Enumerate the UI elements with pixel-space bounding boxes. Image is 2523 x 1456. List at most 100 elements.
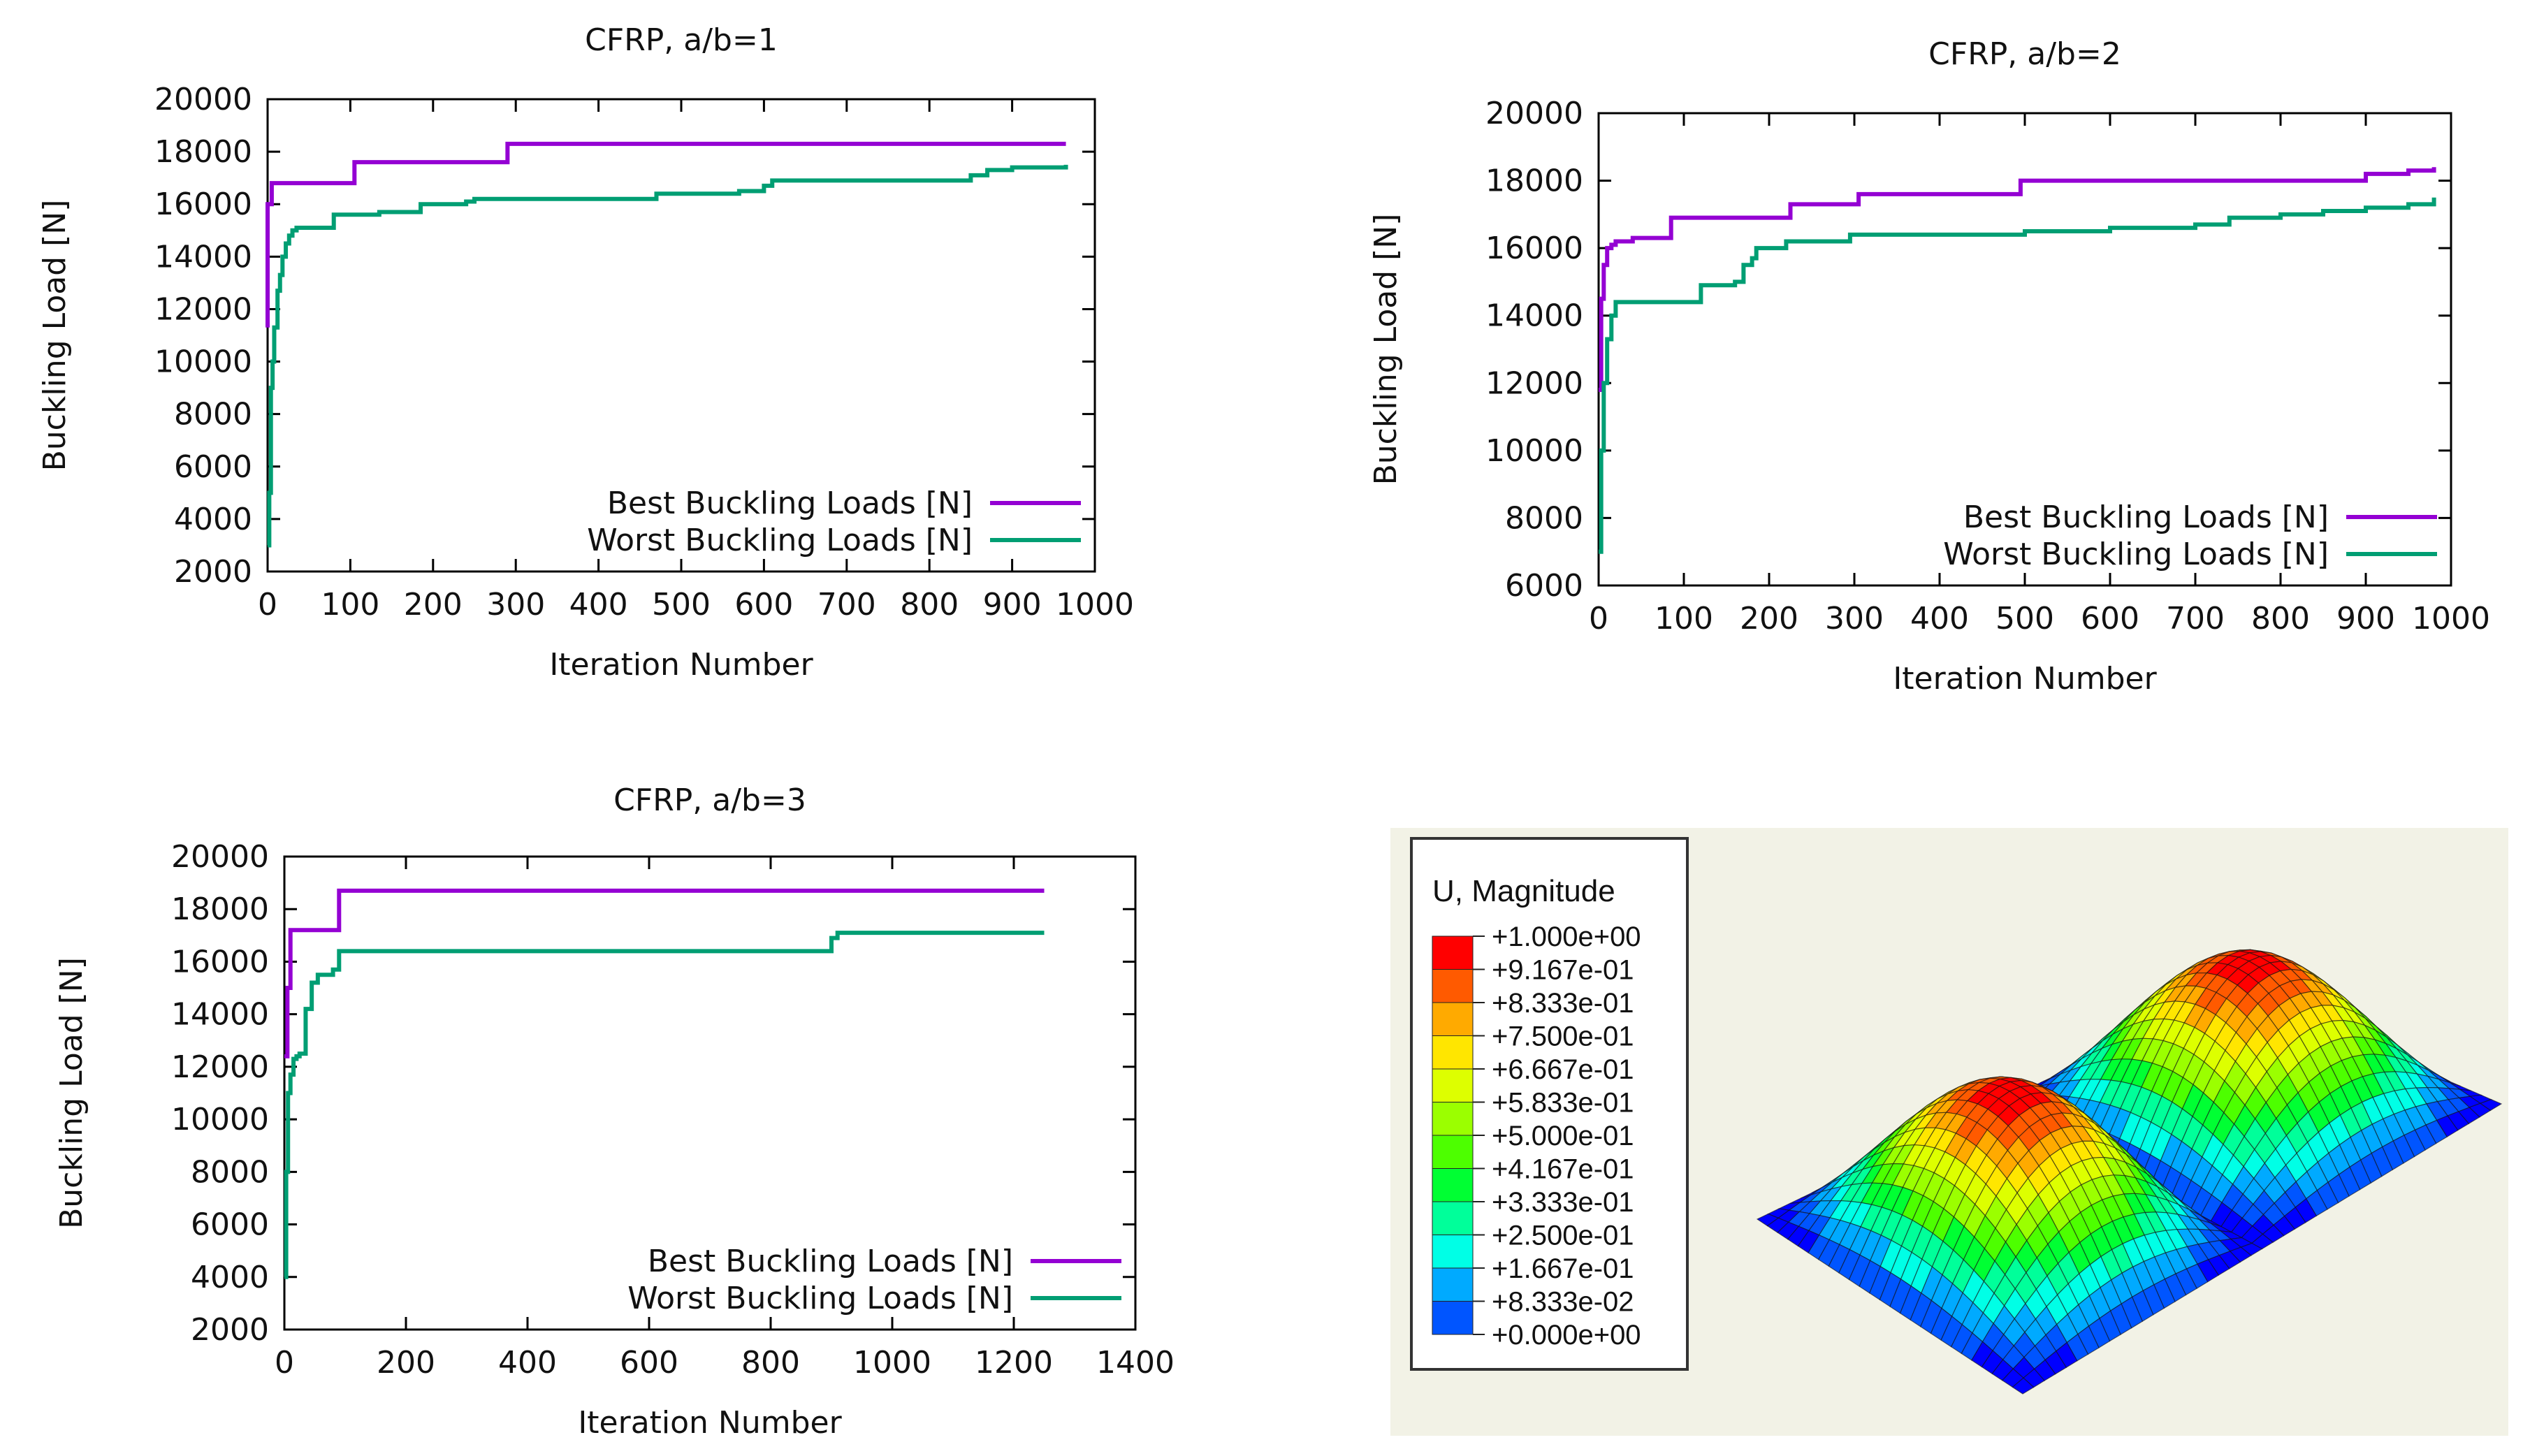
colorbar-segment [1432, 1068, 1474, 1102]
colorbar-label: +5.833e-01 [1492, 1088, 1634, 1119]
series-line-worst [1599, 197, 2436, 554]
contour-legend-title: U, Magnitude [1432, 874, 1615, 908]
colorbar-segment [1432, 1102, 1474, 1136]
y-tick-label: 10000 [1485, 433, 1583, 469]
series-line-worst [267, 164, 1068, 548]
colorbar-label: +8.333e-02 [1492, 1287, 1634, 1318]
x-tick-label: 300 [486, 587, 545, 623]
colorbar-label: +9.167e-01 [1492, 955, 1634, 986]
chart-title: CFRP, a/b=3 [613, 782, 806, 818]
mesh-element [2012, 1377, 2035, 1395]
colorbar-segment [1432, 1301, 1474, 1335]
series-line-worst [284, 931, 1045, 1279]
colorbar-label: +6.667e-01 [1492, 1054, 1634, 1085]
y-tick-label: 20000 [171, 839, 269, 875]
colorbar-label: +1.000e+00 [1492, 922, 1641, 952]
y-tick-label: 2000 [174, 554, 252, 590]
chart-title: CFRP, a/b=1 [585, 22, 778, 58]
y-tick-label: 8000 [191, 1154, 269, 1190]
colorbar-segment [1432, 1201, 1474, 1235]
y-tick-label: 14000 [171, 997, 269, 1033]
x-tick-label: 1400 [1096, 1345, 1175, 1381]
x-tick-label: 100 [321, 587, 379, 623]
x-tick-label: 400 [1910, 601, 1969, 636]
y-tick-label: 12000 [171, 1049, 269, 1085]
y-tick-label: 20000 [154, 82, 252, 117]
y-tick-label: 18000 [171, 891, 269, 927]
x-tick-label: 500 [1995, 601, 2054, 636]
x-tick-label: 700 [817, 587, 876, 623]
colorbar-label: +5.000e-01 [1492, 1121, 1634, 1151]
y-tick-label: 10000 [171, 1102, 269, 1137]
y-tick-label: 8000 [1505, 500, 1583, 536]
x-tick-label: 900 [983, 587, 1042, 623]
y-axis-title: Buckling Load [N] [54, 957, 89, 1229]
x-axis-title: Iteration Number [1893, 661, 2157, 697]
legend-label: Best Buckling Loads [N] [1963, 500, 2329, 535]
x-tick-label: 400 [498, 1345, 557, 1381]
x-tick-label: 0 [1589, 601, 1608, 636]
colorbar-label: +7.500e-01 [1492, 1021, 1634, 1052]
x-tick-label: 300 [1825, 601, 1884, 636]
y-tick-label: 4000 [191, 1260, 269, 1295]
colorbar-label: +4.167e-01 [1492, 1154, 1634, 1185]
y-tick-label: 16000 [154, 187, 252, 222]
y-tick-label: 20000 [1485, 96, 1583, 131]
legend-label: Best Buckling Loads [N] [607, 486, 973, 521]
colorbar-label: +3.333e-01 [1492, 1187, 1634, 1218]
legend-label: Worst Buckling Loads [N] [627, 1281, 1013, 1316]
fem-result-panel: U, Magnitude +1.000e+00+9.167e-01+8.333e… [1390, 828, 2508, 1436]
y-tick-label: 10000 [154, 344, 252, 380]
chart-1: CFRP, a/b=1 0 100 200 300 400 500 600 700 800 900 1… [37, 22, 1134, 683]
chart-title: CFRP, a/b=2 [1928, 36, 2121, 72]
y-tick-label: 6000 [1505, 568, 1583, 604]
x-tick-label: 700 [2166, 601, 2225, 636]
colorbar-label: +8.333e-01 [1492, 988, 1634, 1019]
y-tick-label: 12000 [1485, 365, 1583, 401]
legend-label: Worst Buckling Loads [N] [587, 523, 973, 558]
x-tick-label: 1200 [975, 1345, 1053, 1381]
y-tick-label: 6000 [174, 449, 252, 485]
y-axis-title: Buckling Load [N] [1368, 214, 1404, 486]
x-tick-label: 800 [900, 587, 959, 623]
y-tick-label: 2000 [191, 1312, 269, 1348]
y-tick-label: 8000 [174, 397, 252, 432]
x-tick-label: 1000 [853, 1345, 931, 1381]
y-tick-label: 4000 [174, 502, 252, 537]
contour-colorbar: +1.000e+00+9.167e-01+8.333e-01+7.500e-01… [1432, 922, 1641, 1351]
buckled-plate-mesh [1756, 949, 2503, 1395]
y-tick-label: 18000 [154, 134, 252, 170]
x-tick-label: 1000 [1056, 587, 1134, 623]
x-tick-label: 400 [569, 587, 628, 623]
y-tick-label: 6000 [191, 1207, 269, 1243]
colorbar-label: +0.000e+00 [1492, 1320, 1641, 1351]
x-tick-label: 900 [2336, 601, 2395, 636]
chart-3: CFRP, a/b=3 0 200 400 600 800 1000 1200 1400 2000… [54, 782, 1175, 1441]
y-tick-label: 16000 [1485, 231, 1583, 266]
colorbar-segment [1432, 969, 1474, 1003]
y-tick-label: 16000 [171, 944, 269, 980]
colorbar-segment [1432, 1002, 1474, 1036]
y-axis-title: Buckling Load [N] [37, 200, 73, 472]
x-axis-title: Iteration Number [578, 1405, 842, 1441]
x-tick-label: 800 [2251, 601, 2310, 636]
y-tick-label: 18000 [1485, 163, 1583, 199]
chart-2: CFRP, a/b=2 0 100 200 300 400 500 600 700 800 900 1… [1368, 36, 2490, 697]
x-tick-label: 600 [620, 1345, 678, 1381]
x-axis-title: Iteration Number [549, 647, 813, 683]
legend-label: Worst Buckling Loads [N] [1943, 537, 2329, 572]
series-line-best [284, 888, 1045, 1058]
colorbar-segment [1432, 1135, 1474, 1169]
x-tick-label: 100 [1655, 601, 1713, 636]
x-tick-label: 600 [2081, 601, 2139, 636]
colorbar-segment [1432, 1168, 1474, 1202]
x-tick-label: 600 [734, 587, 793, 623]
y-tick-label: 14000 [154, 239, 252, 275]
series-line-best [266, 141, 1066, 328]
charts-container: CFRP, a/b=1 0 100 200 300 400 500 600 700 800 900 1… [37, 22, 2490, 1441]
colorbar-segment [1432, 936, 1474, 970]
colorbar-segment [1432, 1235, 1474, 1269]
x-tick-label: 1000 [2412, 601, 2490, 636]
colorbar-segment [1432, 1267, 1474, 1302]
